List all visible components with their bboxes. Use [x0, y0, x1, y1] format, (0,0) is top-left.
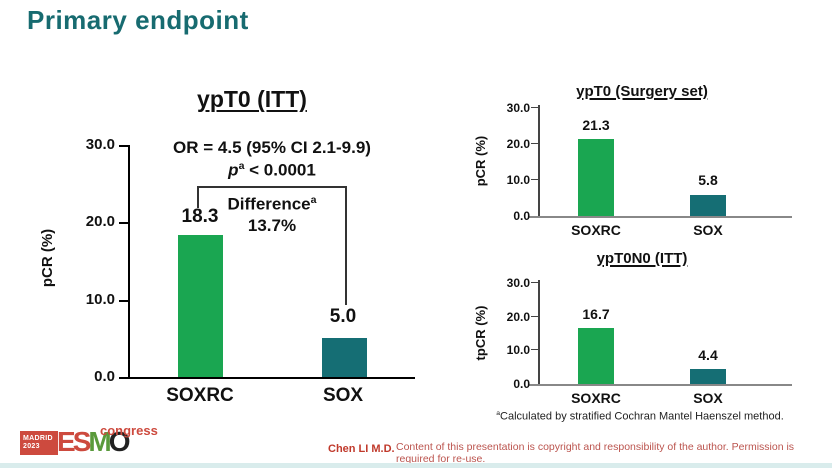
x-category-label: SOX	[693, 222, 723, 238]
surgery-tick-30	[531, 107, 538, 108]
bottom-accent-strip	[0, 463, 832, 468]
main-tick-20	[119, 222, 128, 224]
logo-letter-o: O	[108, 426, 131, 457]
difference-bracket-left-leg	[197, 186, 199, 208]
esmo-madrid-badge: MADRID 2023	[20, 431, 58, 455]
ypt0n0-y-axis-label: tpCR (%)	[473, 305, 488, 361]
main-y-axis	[128, 145, 130, 378]
or-annotation: OR = 4.5 (95% CI 2.1-9.9)	[173, 138, 371, 157]
ypt0n0-ytick-label: 10.0	[506, 343, 530, 357]
bar-value-label: 16.7	[582, 306, 610, 322]
ypt0n0-chart-title: ypT0N0 (ITT)	[596, 250, 688, 267]
main-plot-area	[129, 145, 415, 377]
bar-sox	[690, 195, 726, 216]
main-tick-30	[119, 145, 128, 147]
footnote-text: Calculated by stratified Cochran Mantel …	[500, 410, 784, 423]
ypt0n0-y-axis	[538, 280, 540, 385]
p-symbol: p	[228, 160, 239, 180]
main-tick-10	[119, 300, 128, 302]
copyright-notice: Content of this presentation is copyrigh…	[396, 441, 795, 465]
difference-label: Differencea	[152, 194, 392, 215]
difference-value: 13.7%	[247, 216, 297, 235]
bar-soxrc	[178, 235, 223, 377]
bar-value-label: 5.0	[329, 306, 357, 327]
surgery-ytick-label: 20.0	[506, 137, 530, 151]
main-ytick-label: 10.0	[85, 291, 115, 308]
ypt0n0-tick-10	[531, 349, 538, 350]
footnote-marker: a	[496, 410, 501, 417]
surgery-ytick-label: 10.0	[506, 173, 530, 187]
page-title: Primary endpoint	[27, 5, 249, 35]
difference-text: Difference	[227, 194, 311, 214]
bar-value-label: 4.4	[698, 347, 718, 363]
logo-year: 2023	[23, 443, 40, 450]
p-value-text: < 0.0001	[249, 160, 316, 180]
surgery-plot-area	[539, 107, 791, 216]
main-ytick-label: 20.0	[85, 213, 115, 230]
main-ytick-label: 30.0	[85, 136, 115, 153]
esmo-logo: ESMO	[57, 426, 131, 458]
main-chart-title: ypT0 (ITT)	[197, 86, 307, 112]
surgery-y-axis	[538, 105, 540, 217]
bar-value-label: 5.8	[698, 172, 718, 188]
p-value-annotation: pa < 0.0001	[122, 160, 422, 181]
ypt0n0-tick-20	[531, 316, 538, 317]
main-ytick-label: 0.0	[94, 368, 115, 385]
bar-sox	[322, 338, 367, 377]
bar-soxrc	[578, 328, 614, 384]
logo-letter-e: E	[57, 426, 76, 457]
surgery-ytick-label: 30.0	[506, 101, 530, 115]
surgery-y-axis-label: pCR (%)	[473, 135, 488, 187]
bar-soxrc	[578, 139, 614, 216]
ypt0n0-ytick-label: 20.0	[506, 310, 530, 324]
ypt0n0-ytick-label: 0.0	[513, 377, 530, 391]
logo-letter-m: M	[88, 426, 111, 457]
x-category-label: SOXRC	[571, 390, 621, 406]
surgery-x-axis	[528, 216, 792, 218]
main-y-axis-label: pCR (%)	[39, 228, 56, 288]
difference-superscript: a	[310, 194, 317, 206]
ypt0n0-x-axis	[528, 384, 792, 386]
difference-bracket-horizontal	[197, 186, 347, 188]
ypt0n0-tick-30	[531, 282, 538, 283]
x-category-label: SOXRC	[166, 385, 234, 406]
ypt0n0-plot-area	[539, 282, 791, 384]
x-category-label: SOXRC	[571, 222, 621, 238]
main-x-axis	[119, 377, 415, 379]
difference-bracket-right-leg	[345, 186, 347, 305]
logo-city: MADRID	[23, 435, 53, 442]
author-name: Chen LI M.D.	[328, 443, 395, 455]
logo-congress-text: congress	[100, 423, 158, 438]
x-category-label: SOX	[693, 390, 723, 406]
x-category-label: SOX	[322, 385, 364, 406]
bar-value-label: 21.3	[582, 117, 610, 133]
p-superscript: a	[238, 160, 245, 172]
footnote: aCalculated by stratified Cochran Mantel…	[462, 410, 818, 423]
ypt0n0-ytick-label: 30.0	[506, 276, 530, 290]
logo-letter-s: S	[72, 426, 92, 457]
surgery-chart-title: ypT0 (Surgery set)	[576, 83, 708, 100]
surgery-ytick-label: 0.0	[513, 209, 530, 223]
surgery-tick-20	[531, 143, 538, 144]
bar-value-label: 18.3	[181, 206, 219, 227]
surgery-tick-10	[531, 179, 538, 180]
bar-sox	[690, 369, 726, 384]
